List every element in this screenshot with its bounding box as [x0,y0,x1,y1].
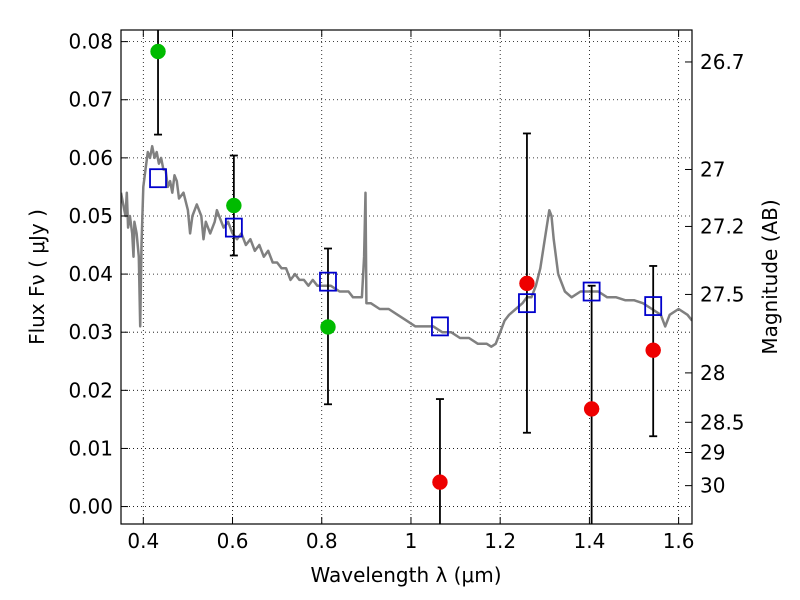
observed-point [519,275,535,292]
y-tick-label: 0.03 [68,320,113,344]
x-tick-label: 1 [405,529,418,553]
y-tick-label: 0.02 [68,378,113,402]
grid-lines [121,30,692,524]
x-axis-label: Wavelength λ (μm) [310,563,501,587]
right-tick-label: 27.5 [700,282,745,306]
observed-point [226,197,242,214]
right-tick-label: 28 [700,361,725,385]
x-tick-label: 1.4 [573,529,605,553]
y-axis-label: Flux Fν ( μJy ) [25,209,49,345]
model-point [518,293,536,314]
y-tick-label: 0.06 [68,146,113,170]
model-point [644,296,663,316]
y-tick-label: 0.04 [68,262,113,286]
model-point [431,316,449,337]
y-tick-label: 0.00 [68,495,113,519]
model-band-fluxes [149,168,663,337]
y-axis-ticks: 0.00 0.01 0.02 0.03 0.04 0.05 0.06 0.07 0.08 [68,30,128,519]
observed-point [645,342,661,358]
spectrum-line [121,144,692,348]
x-tick-label: 1.2 [484,529,516,553]
model-point [582,281,601,302]
y-tick-label: 0.07 [68,88,113,112]
plot-frame [120,29,693,525]
right-axis-label: Magnitude (AB) [758,199,782,354]
right-tick-label: 26.7 [700,50,745,74]
x-tick-label: 1.6 [663,529,695,553]
y-tick-label: 0.01 [68,436,113,460]
y-tick-label: 0.05 [68,204,113,228]
x-tick-label: 0.6 [217,529,249,553]
model-point [224,217,243,238]
model-point [319,271,337,292]
x-tick-label: 0.8 [306,529,338,553]
right-tick-label: 27.2 [700,214,745,238]
x-axis-ticks: 0.4 0.6 0.8 1 1.2 1.4 1.6 [127,30,695,553]
observed-point [583,401,600,417]
model-point [149,168,167,189]
x-tick-label: 0.4 [127,529,159,553]
error-bars [154,30,658,524]
observed-fluxes [150,43,661,490]
observed-point [432,474,448,490]
right-tick-label: 27 [700,157,725,181]
y-tick-label: 0.08 [68,30,113,54]
observed-point [150,43,166,60]
right-axis-ticks: 26.7 27 27.2 27.5 28 28.5 29 30 [685,50,745,498]
right-tick-label: 28.5 [700,410,745,434]
model-spectrum [121,144,692,348]
right-tick-label: 29 [700,441,725,465]
observed-point [320,319,336,335]
right-tick-label: 30 [700,474,725,498]
